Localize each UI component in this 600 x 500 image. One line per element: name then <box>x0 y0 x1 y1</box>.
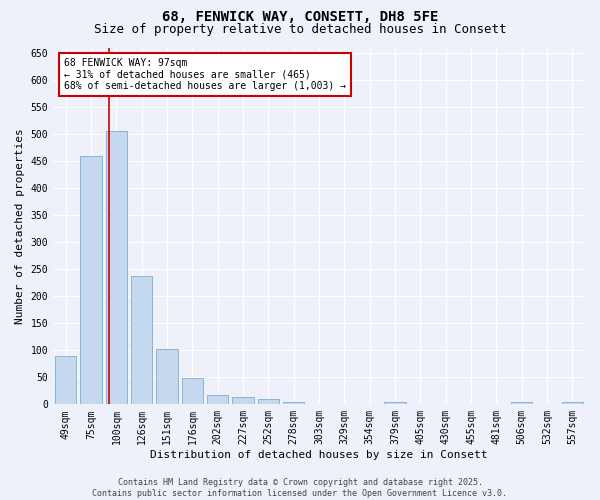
Bar <box>55 356 76 405</box>
Bar <box>384 402 406 404</box>
X-axis label: Distribution of detached houses by size in Consett: Distribution of detached houses by size … <box>150 450 488 460</box>
Bar <box>106 132 127 404</box>
Bar <box>156 348 178 405</box>
Bar <box>131 276 152 404</box>
Bar <box>232 398 254 404</box>
Text: 68 FENWICK WAY: 97sqm
← 31% of detached houses are smaller (465)
68% of semi-det: 68 FENWICK WAY: 97sqm ← 31% of detached … <box>64 58 346 92</box>
Bar <box>207 394 229 404</box>
Bar <box>182 378 203 404</box>
Y-axis label: Number of detached properties: Number of detached properties <box>15 128 25 324</box>
Bar <box>511 402 532 404</box>
Bar <box>257 400 279 404</box>
Text: Contains HM Land Registry data © Crown copyright and database right 2025.
Contai: Contains HM Land Registry data © Crown c… <box>92 478 508 498</box>
Text: 68, FENWICK WAY, CONSETT, DH8 5FE: 68, FENWICK WAY, CONSETT, DH8 5FE <box>162 10 438 24</box>
Bar <box>80 156 102 404</box>
Bar <box>562 402 583 404</box>
Bar <box>283 402 304 404</box>
Text: Size of property relative to detached houses in Consett: Size of property relative to detached ho… <box>94 22 506 36</box>
